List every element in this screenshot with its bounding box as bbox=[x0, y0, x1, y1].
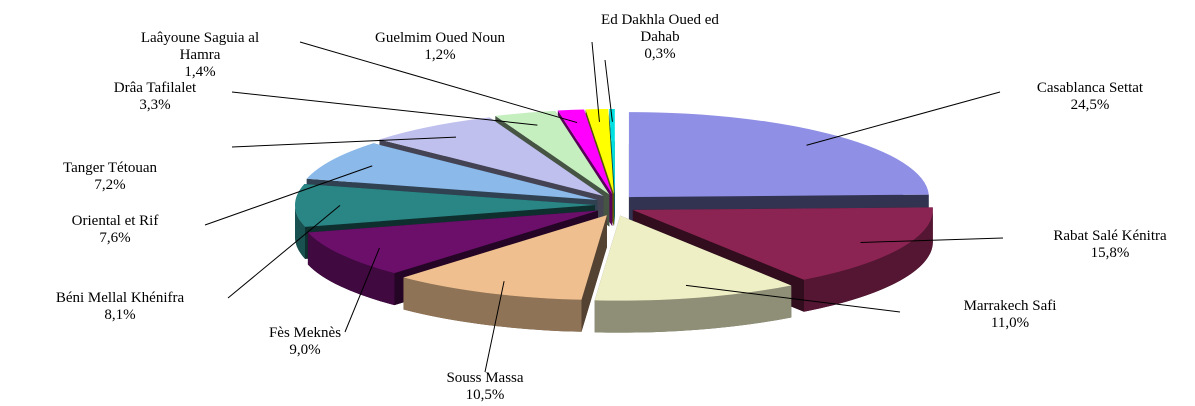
category-label: Laâyoune Saguia al Hamra bbox=[140, 30, 260, 63]
category-label: Ed Dakhla Oued ed Dahab bbox=[601, 12, 719, 45]
slice bbox=[609, 109, 615, 195]
slice bbox=[495, 110, 610, 195]
slice bbox=[594, 215, 792, 301]
slice bbox=[379, 117, 604, 197]
slice-side bbox=[403, 277, 582, 332]
data-label: Souss Massa 10,5% bbox=[446, 370, 523, 404]
leader-line bbox=[604, 59, 613, 122]
leader-line bbox=[231, 91, 538, 126]
leader-line bbox=[591, 41, 600, 122]
value-label: 1,2% bbox=[424, 47, 456, 63]
value-label: 7,2% bbox=[94, 177, 126, 193]
data-label: Casablanca Settat 24,5% bbox=[1037, 80, 1143, 114]
slice bbox=[306, 143, 598, 200]
value-label: 11,0% bbox=[990, 315, 1030, 331]
value-label: 1,4% bbox=[184, 64, 216, 80]
data-label: Tanger Tétouan 7,2% bbox=[63, 160, 157, 194]
data-label: Oriental et Rif 7,6% bbox=[72, 213, 159, 247]
leader-line bbox=[484, 281, 505, 373]
value-label: 10,5% bbox=[465, 387, 505, 403]
category-label: Casablanca Settat bbox=[1036, 80, 1144, 96]
leader-line bbox=[344, 247, 380, 333]
value-label: 24,5% bbox=[1070, 97, 1110, 113]
category-label: Fès Meknès bbox=[268, 325, 342, 341]
category-label: Rabat Salé Kénitra bbox=[1053, 228, 1167, 244]
category-label: Guelmim Oued Noun bbox=[375, 30, 505, 46]
value-label: 0,3% bbox=[644, 46, 676, 62]
slice bbox=[557, 109, 613, 195]
value-label: 15,8% bbox=[1090, 245, 1130, 261]
data-label: Fès Meknès 9,0% bbox=[269, 325, 341, 359]
value-label: 3,3% bbox=[139, 97, 171, 113]
category-label: Drâa Tafilalet bbox=[113, 80, 197, 96]
data-label: Guelmim Oued Noun 1,2% bbox=[375, 30, 505, 64]
category-label: Oriental et Rif bbox=[71, 213, 159, 229]
data-label: Rabat Salé Kénitra 15,8% bbox=[1053, 228, 1166, 262]
slice bbox=[295, 184, 596, 227]
category-label: Marrakech Safi bbox=[963, 298, 1057, 314]
slice bbox=[628, 112, 929, 198]
slice-side bbox=[295, 205, 306, 259]
leader-line bbox=[204, 165, 373, 226]
slice bbox=[403, 215, 607, 300]
slice bbox=[585, 109, 614, 195]
data-label: Ed Dakhla Oued ed Dahab 0,3% bbox=[580, 12, 740, 63]
leader-line bbox=[860, 237, 1004, 243]
value-label: 9,0% bbox=[289, 342, 321, 358]
value-label: 8,1% bbox=[104, 307, 136, 323]
leader-line bbox=[227, 205, 341, 299]
data-label: Marrakech Safi 11,0% bbox=[964, 298, 1057, 332]
leader-line bbox=[299, 41, 578, 124]
value-label: 7,6% bbox=[99, 230, 131, 246]
slice-side bbox=[594, 285, 792, 333]
category-label: Béni Mellal Khénifra bbox=[55, 290, 185, 306]
leader-line bbox=[685, 284, 901, 313]
data-label: Laâyoune Saguia al Hamra 1,4% bbox=[120, 30, 280, 81]
leader-line bbox=[806, 91, 1001, 146]
leader-line bbox=[231, 136, 457, 148]
slice bbox=[632, 207, 933, 280]
slice bbox=[307, 210, 598, 274]
category-label: Tanger Tétouan bbox=[62, 160, 158, 176]
data-label: Drâa Tafilalet 3,3% bbox=[114, 80, 196, 114]
category-label: Souss Massa bbox=[446, 370, 524, 386]
slice-side bbox=[803, 209, 933, 312]
slice-side bbox=[307, 232, 395, 306]
data-label: Béni Mellal Khénifra 8,1% bbox=[56, 290, 184, 324]
